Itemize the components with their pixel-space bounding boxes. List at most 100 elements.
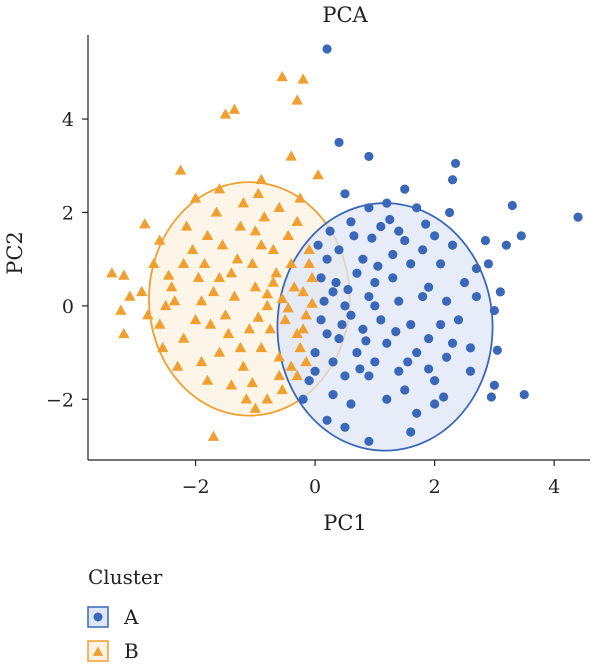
point-b [154,318,166,329]
chart-title: PCA [322,3,368,27]
legend: Cluster AB [87,565,163,663]
point-a [501,240,511,250]
point-b [255,341,268,353]
point-b [291,94,303,105]
point-b [234,220,247,231]
point-a [453,315,464,325]
point-b [249,402,262,413]
point-b [171,360,184,371]
point-a [334,245,344,255]
point-b [165,281,178,292]
point-b [255,173,268,184]
point-b [219,309,232,320]
point-b [168,295,181,306]
point-a [364,291,374,302]
point-b [124,290,136,301]
point-a [334,333,344,344]
point-b [261,288,273,299]
point-a [364,203,374,213]
point-b [303,257,315,269]
point-a [346,399,356,409]
legend-label-b: B [124,639,139,663]
point-b [240,393,253,404]
point-a [358,324,368,334]
point-a [438,392,449,402]
data-points [106,44,583,446]
point-a [310,347,320,358]
point-a [406,319,416,330]
point-a [412,347,422,358]
point-b [282,229,294,241]
point-a [352,268,362,278]
point-a [313,240,323,250]
point-a [465,343,476,353]
point-a [459,277,470,288]
point-b [118,269,130,280]
point-b [157,341,169,353]
point-a [355,364,365,374]
point-a [486,392,496,402]
point-a [430,399,440,409]
point-b [252,187,265,198]
point-a [373,261,383,271]
point-a [406,259,416,269]
point-b [201,229,214,241]
point-b [297,323,309,334]
point-a [316,315,326,325]
point-a [573,212,583,222]
x-axis-ticks: −2 0 2 4 [182,460,560,498]
point-b [174,164,187,175]
point-b [282,302,294,313]
point-b [192,271,205,283]
point-b [228,290,241,301]
point-b [273,201,285,213]
point-b [201,374,214,385]
point-b [267,243,279,255]
point-a [388,273,398,283]
point-b [285,360,297,371]
point-b [276,71,288,82]
point-a [507,200,517,211]
point-a [310,366,320,376]
point-b [219,108,232,119]
x-tick-label: 4 [548,476,560,498]
point-a [465,366,476,376]
point-b [115,304,127,315]
point-a [424,282,434,292]
point-a [340,301,350,311]
point-a [340,371,350,381]
point-b [139,218,151,229]
point-b [243,323,256,334]
point-a [331,277,341,288]
point-a [364,436,374,446]
point-b [294,192,306,203]
point-a [519,390,529,400]
point-b [300,309,312,320]
point-b [148,257,160,269]
point-a [364,151,374,162]
point-b [154,234,166,245]
point-a [441,296,452,306]
point-b [189,192,202,203]
point-b [270,267,282,278]
point-b [252,311,265,322]
point-b [210,206,223,217]
point-a [391,326,401,337]
point-b [216,239,229,250]
point-b [297,285,309,297]
point-b [291,327,303,339]
point-a [441,352,452,362]
point-b [195,295,208,306]
point-a [400,235,410,246]
point-a [489,380,499,390]
point-b [288,281,300,292]
point-a [480,235,491,246]
y-tick-label: 2 [62,202,74,224]
point-b [246,376,259,388]
legend-title: Cluster [88,565,163,589]
point-a [424,364,434,374]
point-a [444,207,455,218]
point-b [261,299,273,311]
point-a [322,415,332,425]
y-tick-label: 4 [62,109,74,131]
